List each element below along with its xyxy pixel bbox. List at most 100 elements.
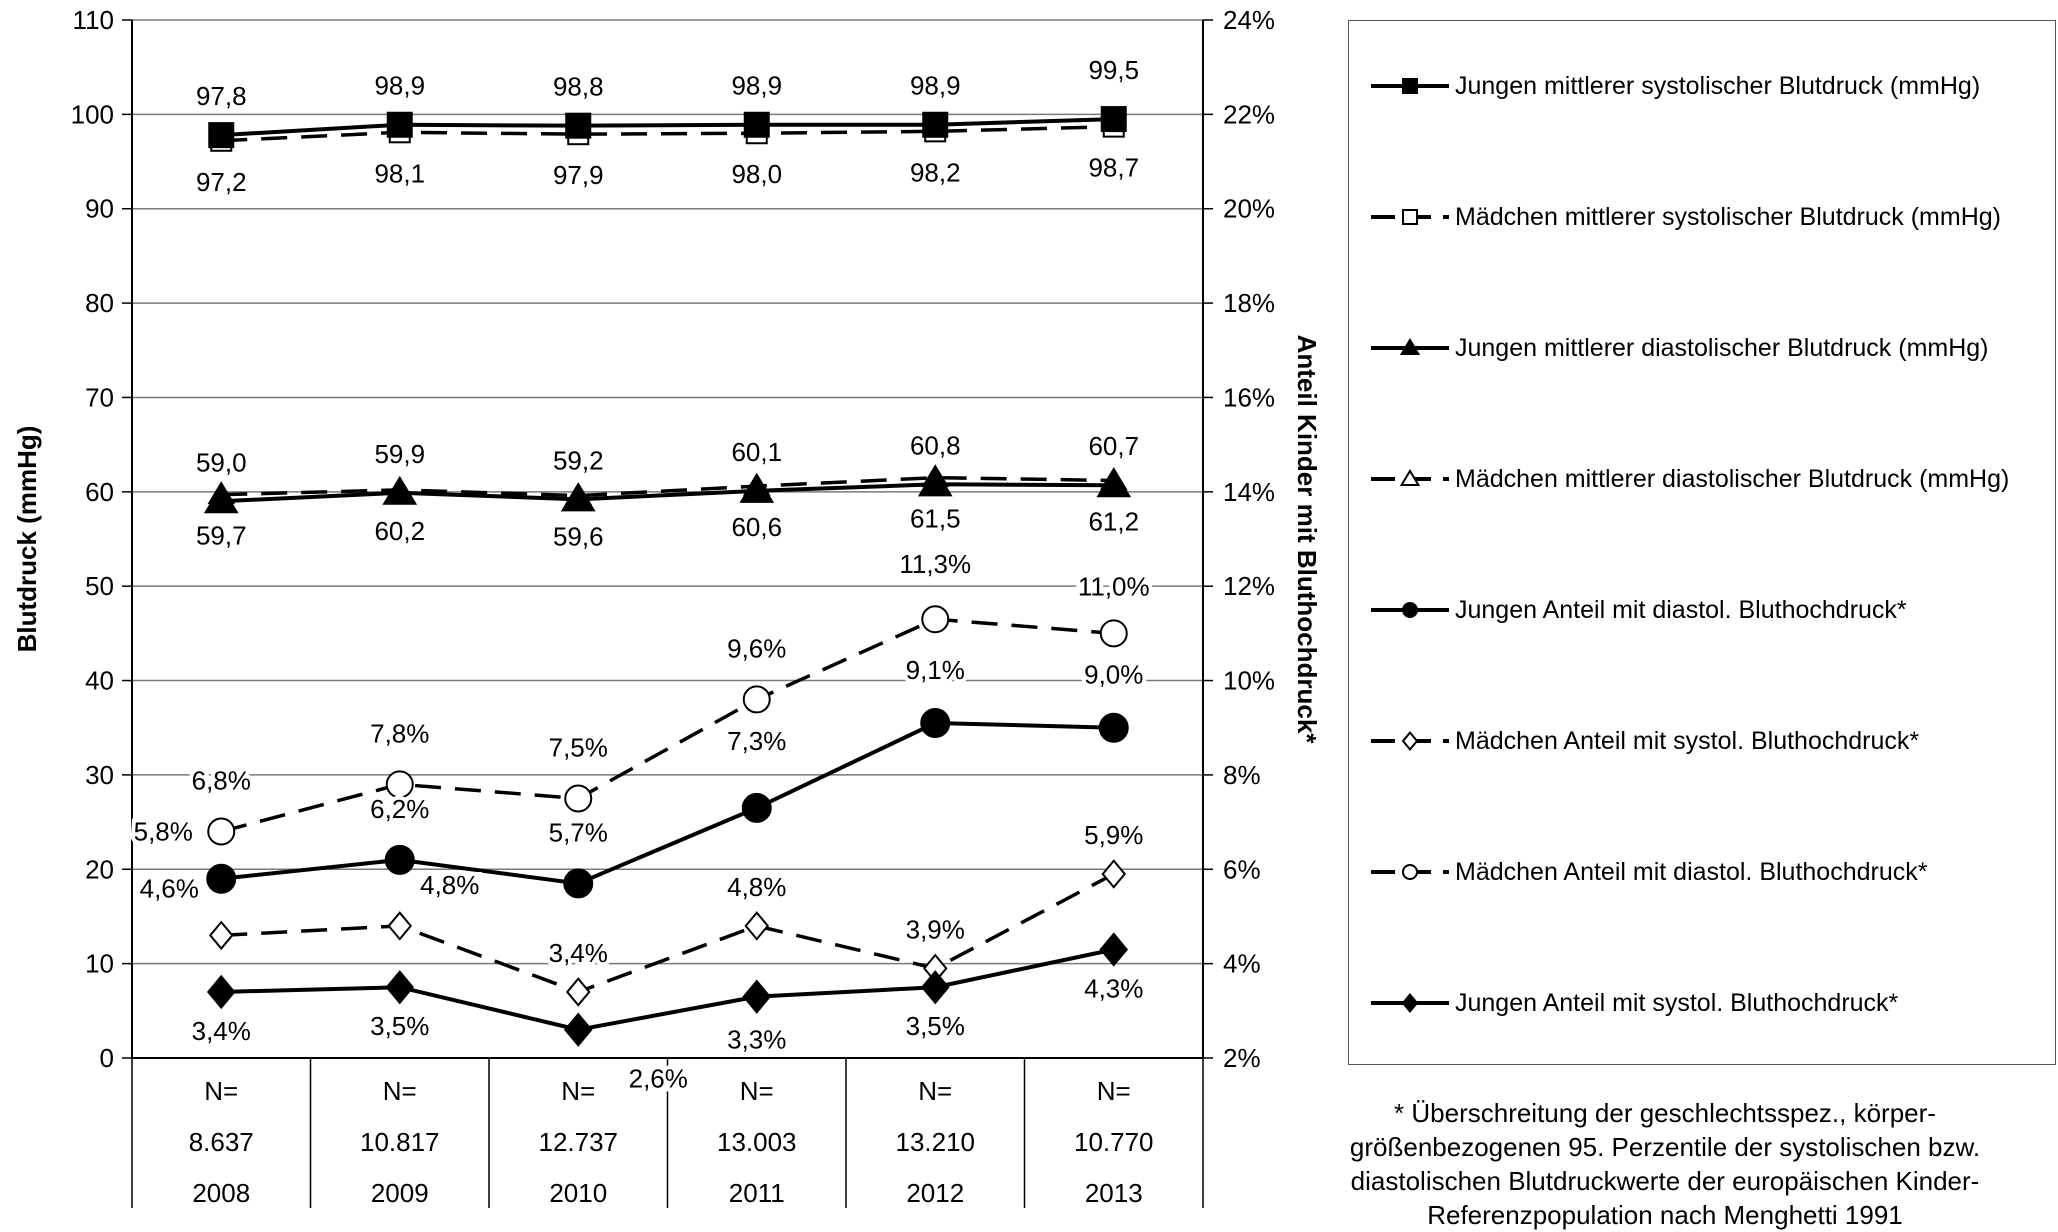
chart: 0 2% 10 4% 20 6% 30 8% 40 10% 50 12% 60 14% 70 16% 80 18%…	[12, 5, 1322, 1208]
data-label: 98,9	[374, 71, 425, 101]
data-point	[920, 970, 950, 1005]
data-label: 98,2	[910, 157, 961, 187]
data-label: 61,2	[1088, 506, 1139, 536]
data-point	[1100, 106, 1127, 133]
data-point	[203, 484, 239, 514]
data-point	[207, 817, 236, 846]
legend-label: Mädchen Anteil mit systol. Bluthochdruck…	[1455, 726, 1920, 755]
data-label: 59,7	[196, 521, 247, 551]
data-point	[560, 482, 596, 512]
data-label: 11,3%	[899, 549, 971, 579]
data-label: 97,2	[196, 167, 247, 197]
y2-tick-label: 14%	[1223, 477, 1275, 507]
legend: Jungen mittlerer systolischer Blutdruck …	[1348, 20, 2056, 1065]
data-label: 6,8%	[192, 766, 251, 796]
y-tick-label: 0	[100, 1043, 114, 1073]
legend-label: Jungen mittlerer diastolischer Blutdruck…	[1455, 333, 1989, 362]
x-tick-label: 2011	[729, 1178, 785, 1208]
data-point	[208, 122, 235, 149]
data-label: 3,5%	[370, 1011, 429, 1041]
x-tick-label: 2013	[1085, 1178, 1143, 1208]
data-point	[742, 685, 771, 714]
sample-size: 10.770	[1074, 1127, 1154, 1157]
legend-swatch	[1371, 993, 1449, 1013]
legend-item: Jungen Anteil mit systol. Bluthochdruck*	[1369, 983, 1898, 1023]
series-0	[208, 106, 1127, 149]
n-label: N=	[561, 1076, 595, 1106]
n-label: N=	[740, 1076, 774, 1106]
y-tick-label: 10	[85, 949, 114, 979]
x-tick-label: 2010	[549, 1178, 607, 1208]
x-tick-label: 2008	[192, 1178, 250, 1208]
data-point	[1101, 859, 1127, 889]
data-label: 4,8%	[420, 870, 479, 900]
data-point	[921, 605, 950, 634]
series-line	[221, 124, 1114, 143]
y-tick-label: 100	[71, 99, 114, 129]
data-point	[917, 467, 953, 497]
legend-marker	[1399, 338, 1421, 355]
y2-tick-label: 22%	[1223, 99, 1275, 129]
sample-size: 12.737	[538, 1127, 618, 1157]
legend-item: Mädchen Anteil mit systol. Bluthochdruck…	[1369, 721, 1919, 761]
y-tick-label: 40	[85, 666, 114, 696]
data-label: 3,3%	[727, 1025, 786, 1055]
data-label: 60,2	[374, 516, 425, 546]
legend-item: Mädchen Anteil mit diastol. Bluthochdruc…	[1369, 852, 1927, 892]
series-line	[221, 872, 1115, 994]
data-point	[565, 977, 591, 1007]
data-point	[384, 844, 415, 875]
data-point	[920, 708, 951, 739]
sample-size: 10.817	[360, 1127, 440, 1157]
data-label: 98,1	[374, 158, 425, 188]
series-line	[221, 117, 1114, 138]
sample-size: 8.637	[189, 1127, 254, 1157]
series-5	[208, 859, 1127, 1007]
y2-tick-label: 20%	[1223, 194, 1275, 224]
data-point	[922, 111, 949, 138]
legend-swatch	[1371, 731, 1449, 751]
data-point	[387, 911, 413, 941]
data-label: 5,9%	[1084, 820, 1143, 850]
series-7	[206, 932, 1129, 1047]
data-point	[206, 863, 237, 894]
y-tick-label: 20	[85, 854, 114, 884]
data-point	[743, 111, 770, 138]
legend-marker	[1402, 209, 1418, 225]
y-tick-label: 90	[85, 194, 114, 224]
data-point	[208, 920, 234, 951]
data-label: 7,8%	[370, 718, 429, 748]
data-label: 9,6%	[727, 633, 786, 663]
x-tick-label: 2009	[371, 1178, 429, 1208]
y2-tick-label: 24%	[1223, 5, 1275, 35]
legend-item: Jungen Anteil mit diastol. Bluthochdruck…	[1369, 590, 1907, 630]
data-point	[382, 475, 418, 505]
legend-marker	[1402, 602, 1418, 618]
data-label: 7,5%	[549, 733, 608, 763]
data-point	[1096, 468, 1132, 498]
legend-item: Jungen mittlerer systolischer Blutdruck …	[1369, 66, 1980, 106]
data-label: 4,3%	[1084, 973, 1143, 1003]
data-label: 5,7%	[549, 817, 608, 847]
x-tick-label: 2012	[906, 1178, 964, 1208]
legend-item: Jungen mittlerer diastolischer Blutdruck…	[1369, 328, 1989, 368]
sample-size: 13.210	[895, 1127, 975, 1157]
y-tick-label: 30	[85, 760, 114, 790]
legend-label: Jungen Anteil mit diastol. Bluthochdruck…	[1455, 595, 1907, 624]
data-label: 59,6	[553, 522, 604, 552]
legend-swatch	[1371, 78, 1449, 94]
data-label: 9,1%	[906, 655, 965, 685]
legend-label: Jungen Anteil mit systol. Bluthochdruck*	[1455, 988, 1899, 1017]
data-point	[563, 868, 594, 899]
data-point	[564, 784, 593, 813]
legend-label: Mädchen Anteil mit diastol. Bluthochdruc…	[1455, 857, 1928, 886]
data-label: 98,9	[731, 71, 782, 101]
sample-size: 13.003	[717, 1127, 797, 1157]
data-label: 98,0	[731, 159, 782, 189]
data-point	[741, 792, 772, 823]
n-label: N=	[918, 1076, 952, 1106]
data-label: 5,8%	[134, 817, 193, 847]
data-label: 59,9	[374, 439, 425, 469]
legend-swatch	[1371, 338, 1449, 355]
legend-item: Mädchen mittlerer systolischer Blutdruck…	[1369, 197, 2001, 237]
